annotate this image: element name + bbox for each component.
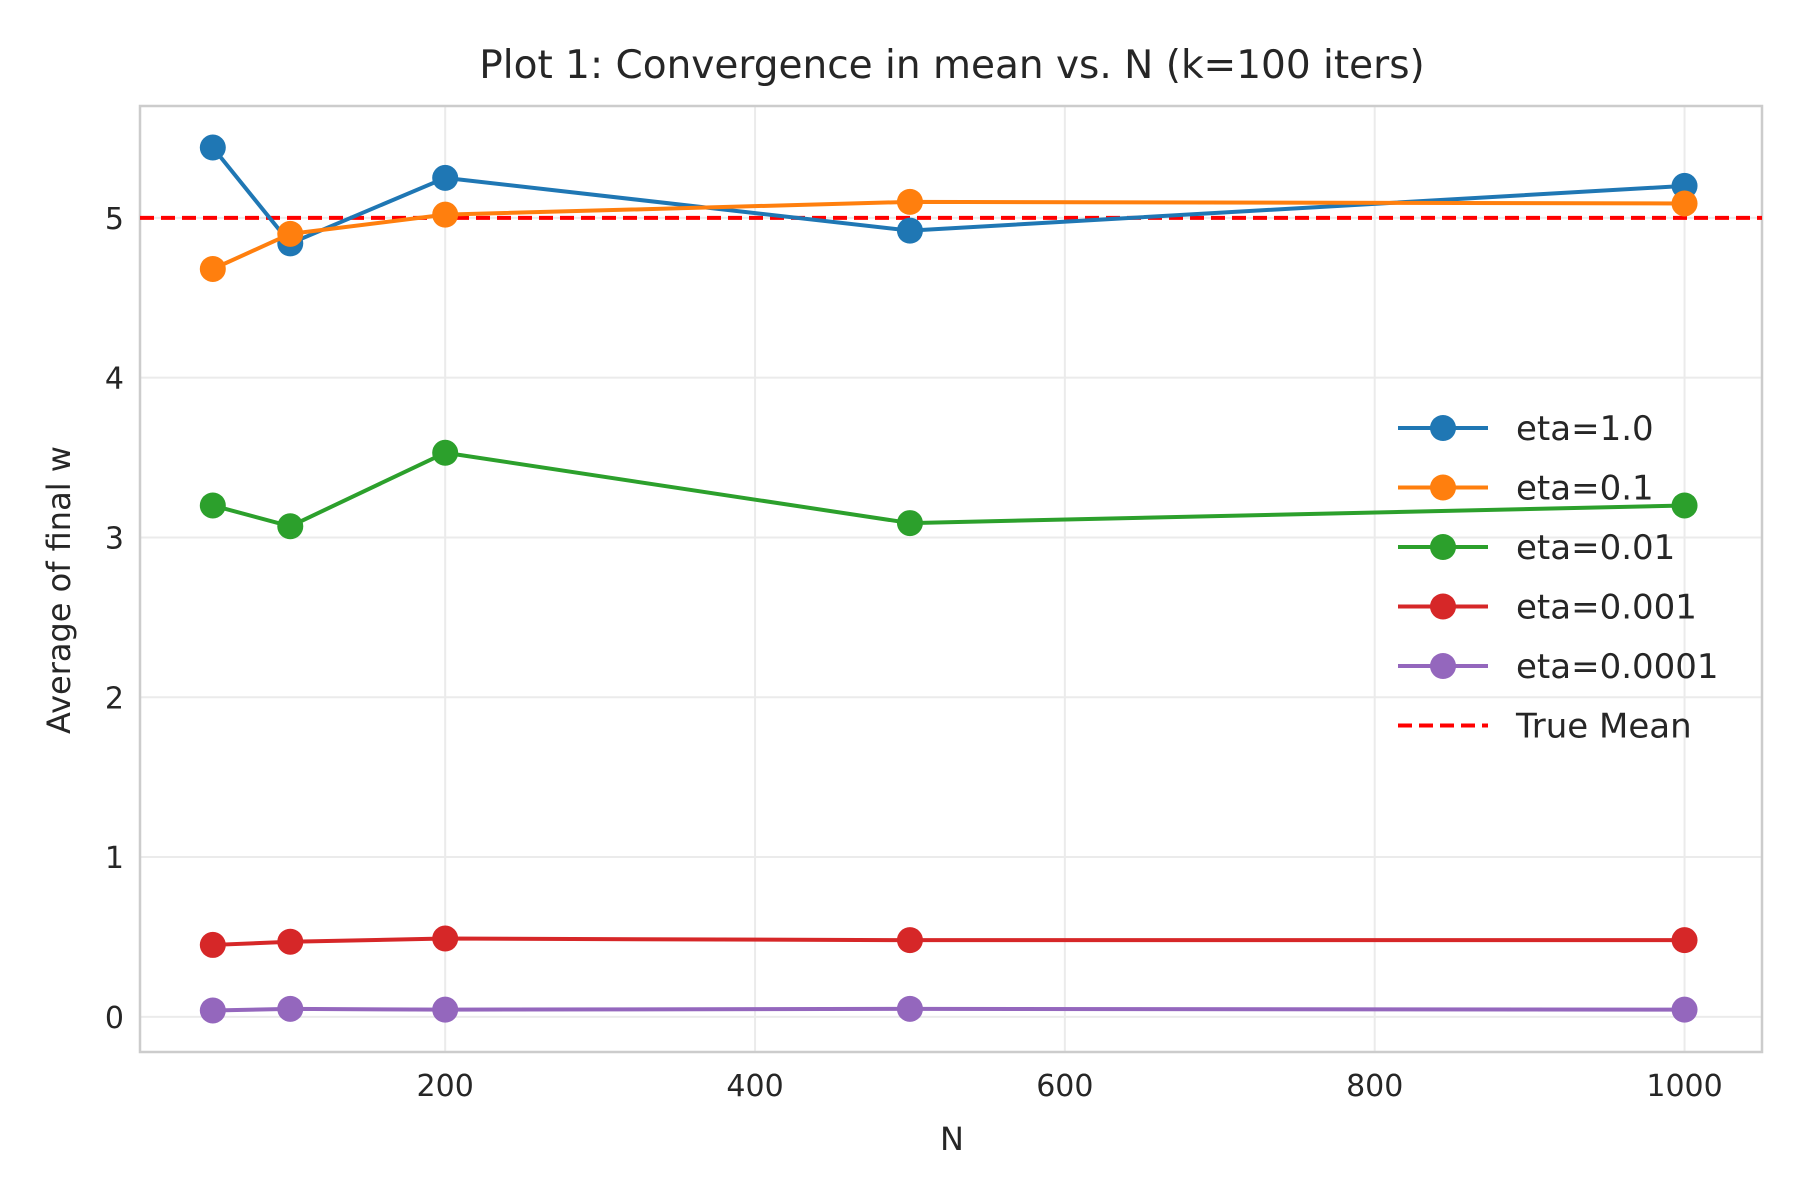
series-line-2 <box>212 450 1685 529</box>
chart-title: Plot 1: Convergence in mean vs. N (k=100… <box>479 43 1425 88</box>
data-point-1 <box>1671 190 1698 217</box>
data-point-0 <box>896 217 923 244</box>
series-line-0 <box>211 146 1685 246</box>
data-point-1 <box>277 220 304 247</box>
data-point-2 <box>199 492 226 519</box>
y-tick-label: 2 <box>105 681 124 716</box>
data-point-4 <box>432 996 459 1023</box>
y-tick-label: 1 <box>105 841 124 876</box>
legend-marker <box>1430 534 1456 560</box>
data-point-3 <box>1671 927 1698 954</box>
plot-area: 200 400 600 800 1000012345eta=1.0eta=0.1eta=… <box>105 104 1764 1104</box>
data-point-4 <box>277 995 304 1022</box>
data-point-3 <box>199 931 226 958</box>
x-tick-label: 600 <box>1036 1069 1093 1104</box>
data-point-3 <box>432 925 459 952</box>
y-tick-label: 3 <box>105 521 124 556</box>
y-axis-label: Average of final w <box>40 446 78 734</box>
data-point-2 <box>277 513 304 540</box>
legend-label: eta=0.001 <box>1516 588 1697 628</box>
y-tick-label: 4 <box>105 362 124 397</box>
legend-marker <box>1430 593 1456 620</box>
legend-marker <box>1430 653 1456 679</box>
legend-label: True Mean <box>1515 707 1692 747</box>
data-point-0 <box>199 134 226 161</box>
x-tick-label: 800 <box>1346 1069 1403 1104</box>
legend: eta=1.0 eta=0.1 eta=0.01 eta=0.001 eta=0.000… <box>1398 409 1719 747</box>
data-point-1 <box>432 201 459 228</box>
legend-label: eta=0.1 <box>1516 469 1654 509</box>
x-tick-label: 1000 <box>1646 1069 1722 1104</box>
data-point-3 <box>277 928 304 955</box>
x-axis-label: N <box>940 1120 964 1158</box>
data-point-1 <box>199 255 226 282</box>
data-point-0 <box>432 164 459 191</box>
y-tick-label: 5 <box>105 202 124 237</box>
data-point-4 <box>1671 996 1698 1023</box>
data-point-4 <box>199 997 226 1024</box>
plot-frame <box>138 104 1764 1054</box>
data-point-1 <box>896 188 923 215</box>
data-point-2 <box>1671 492 1698 519</box>
data-point-2 <box>432 439 459 466</box>
legend-marker <box>1430 474 1456 501</box>
x-tick-label: 200 <box>417 1069 474 1104</box>
data-point-3 <box>896 927 923 954</box>
legend-label: eta=0.0001 <box>1516 647 1719 687</box>
x-tick-label: 400 <box>726 1069 783 1104</box>
legend-label: eta=0.01 <box>1516 528 1675 568</box>
legend-label: eta=1.0 <box>1516 409 1654 449</box>
data-point-4 <box>896 995 923 1022</box>
legend-marker <box>1430 415 1456 441</box>
data-point-2 <box>896 510 923 537</box>
y-tick-label: 0 <box>105 1001 124 1036</box>
